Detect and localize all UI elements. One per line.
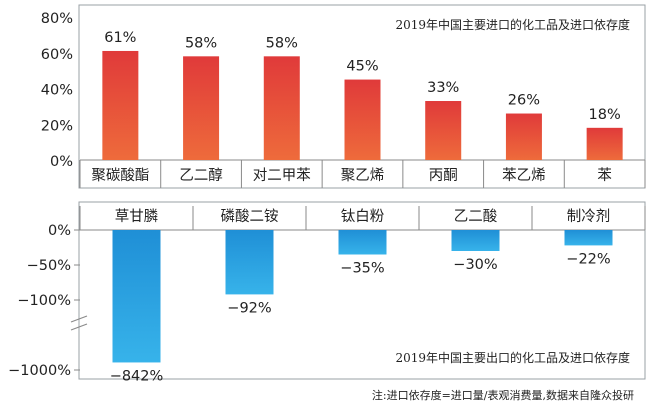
import-chart-title: 2019年中国主要进口的化工品及进口依存度 <box>395 17 630 32</box>
import-y-tick-label: 60% <box>41 47 73 63</box>
export-data-label: −92% <box>227 300 271 316</box>
import-category-label: 聚碳酸酯 <box>91 167 149 184</box>
export-bar <box>225 230 274 295</box>
import-chart: 0% 20% 40% 60% 80% 61% 聚碳酸酯 58% 乙二醇 58% 对二甲苯 45% 聚乙烯… <box>41 11 646 188</box>
export-data-label: −30% <box>453 257 497 273</box>
export-data-label: −22% <box>566 251 610 267</box>
export-category-label: 草甘膦 <box>115 208 159 225</box>
export-category-label: 制冷剂 <box>567 208 611 225</box>
import-data-label: 61% <box>104 30 136 46</box>
import-category-label: 对二甲苯 <box>253 167 311 184</box>
axis-break-mark <box>70 315 88 331</box>
export-panel-frame <box>78 201 646 380</box>
export-data-label: −842% <box>110 368 164 384</box>
import-category-label: 聚乙烯 <box>341 167 385 184</box>
export-y-tick-label: −50% <box>27 258 71 274</box>
import-data-label: 58% <box>266 35 298 51</box>
export-bar <box>564 230 613 246</box>
export-bar <box>112 230 161 363</box>
import-bar <box>263 56 300 161</box>
import-bar <box>183 56 220 161</box>
footnote: 注:进口依存度=进口量/表观消费量,数据来自隆众投研 <box>372 388 634 402</box>
export-chart-title: 2019年中国主要出口的化工品及进口依存度 <box>395 350 630 365</box>
import-y-tick-label: 80% <box>41 11 73 27</box>
export-chart: 0% −50% −100% −1000% −842% 草甘膦 −92% 磷酸二铵 −35% 钛白粉… <box>8 206 646 384</box>
export-bar <box>451 230 500 251</box>
export-category-label: 乙二酸 <box>454 208 498 225</box>
import-data-label: 58% <box>185 35 217 51</box>
import-y-tick-label: 40% <box>41 83 73 99</box>
export-bar <box>338 230 387 255</box>
import-bar <box>425 101 462 160</box>
import-bar <box>505 113 542 160</box>
import-category-label: 苯乙烯 <box>502 167 546 184</box>
import-category-label: 丙酮 <box>429 168 458 184</box>
export-y-tick-label: −1000% <box>8 363 71 379</box>
import-data-label: 33% <box>427 80 459 96</box>
import-y-tick-label: 20% <box>41 118 73 134</box>
export-data-label: −35% <box>340 261 384 277</box>
import-category-label: 乙二醇 <box>179 167 223 184</box>
export-y-tick-label: 0% <box>48 223 71 239</box>
export-y-tick-label: −100% <box>17 293 71 309</box>
import-data-label: 26% <box>508 93 540 109</box>
import-bar <box>102 50 139 160</box>
import-panel-frame <box>78 4 646 189</box>
import-bar <box>586 127 623 160</box>
import-data-label: 45% <box>346 59 378 75</box>
import-data-label: 18% <box>589 107 621 123</box>
export-category-label: 钛白粉 <box>341 208 385 225</box>
import-category-label: 苯 <box>597 167 612 184</box>
export-category-label: 磷酸二铵 <box>221 208 279 225</box>
import-bar <box>344 79 381 160</box>
import-y-tick-label: 0% <box>50 154 73 170</box>
